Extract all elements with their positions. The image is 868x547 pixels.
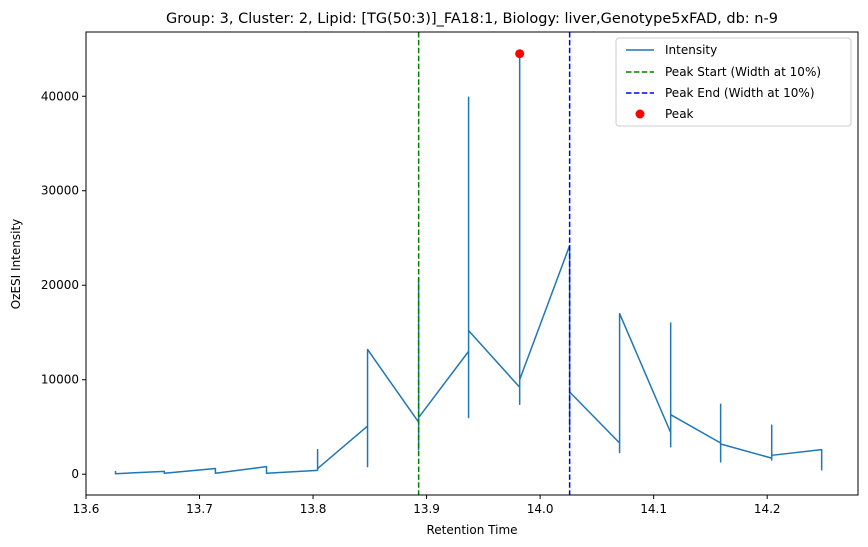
y-tick-label: 0 (71, 467, 79, 481)
legend-label-intensity: Intensity (665, 43, 717, 57)
x-axis-label: Retention Time (426, 523, 517, 537)
y-tick-label: 30000 (41, 184, 79, 198)
legend: Intensity Peak Start (Width at 10%) Peak… (615, 37, 852, 127)
y-axis-label: OzESI Intensity (9, 219, 23, 310)
x-tick-label: 14.0 (527, 502, 554, 516)
legend-label-peak: Peak (665, 107, 694, 121)
y-tick-label: 10000 (41, 373, 79, 387)
legend-label-peak-start: Peak Start (Width at 10%) (665, 65, 821, 79)
legend-box (615, 37, 852, 127)
x-tick-label: 13.7 (186, 502, 213, 516)
x-tick-label: 13.9 (413, 502, 440, 516)
series-line-intensity (114, 52, 823, 475)
y-tick-label: 20000 (41, 278, 79, 292)
series-layer (114, 32, 823, 495)
y-axis-ticks: 0 10000 20000 30000 40000 (41, 89, 86, 481)
x-tick-label: 13.6 (73, 502, 100, 516)
peak-marker (515, 49, 525, 59)
chart-title: Group: 3, Cluster: 2, Lipid: [TG(50:3)]_… (166, 11, 778, 27)
x-tick-label: 14.2 (754, 502, 781, 516)
x-tick-label: 13.8 (300, 502, 327, 516)
legend-swatch-peak (635, 109, 645, 119)
legend-label-peak-end: Peak End (Width at 10%) (665, 86, 815, 100)
x-axis-ticks: 13.6 13.7 13.8 13.9 14.0 14.1 14.2 (73, 495, 781, 516)
y-tick-label: 40000 (41, 89, 79, 103)
plot-frame (85, 31, 859, 496)
x-tick-label: 14.1 (640, 502, 667, 516)
